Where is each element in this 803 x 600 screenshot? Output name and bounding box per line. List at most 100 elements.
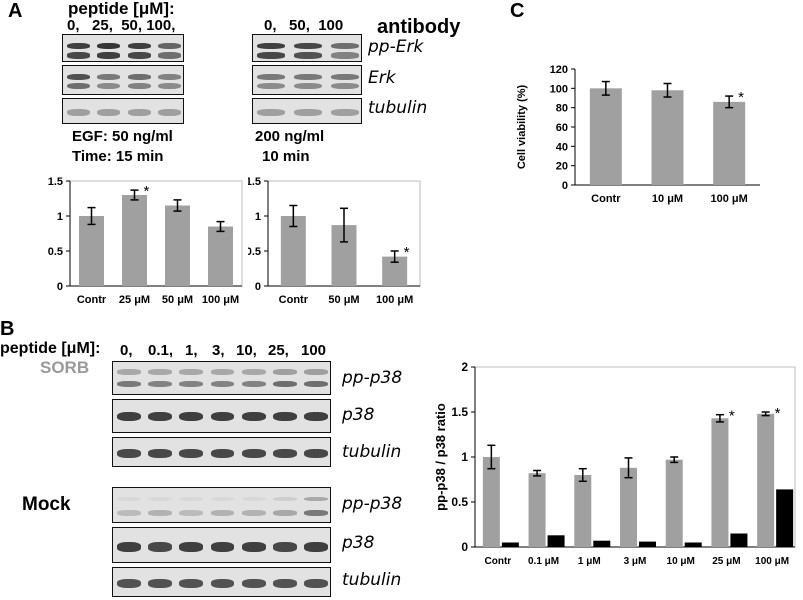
- blot-band: [179, 578, 204, 588]
- x-category-label: 1 μM: [578, 556, 601, 567]
- blot-band: [116, 380, 141, 387]
- blot-band: [127, 52, 151, 59]
- significance-star: *: [775, 405, 781, 422]
- blot-band: [210, 369, 235, 375]
- y-tick-label: 1.5: [451, 405, 468, 419]
- y-tick-label: 0: [562, 180, 568, 192]
- bar-mock: [501, 542, 519, 547]
- blot-band: [210, 542, 235, 552]
- blot-band: [241, 411, 266, 422]
- y-tick-label: 1: [461, 450, 468, 464]
- blot-band: [127, 42, 151, 49]
- blot-band: [294, 52, 322, 59]
- blot-band: [66, 73, 90, 80]
- y-tick-label: 0.5: [451, 495, 468, 509]
- y-tick-label: 60: [556, 122, 568, 134]
- bar-sorb: [574, 475, 592, 547]
- bar-mock: [547, 535, 565, 547]
- blot-band: [241, 510, 266, 517]
- panel-a-letter: A: [8, 0, 23, 22]
- blot-band: [179, 448, 204, 458]
- chart-a-left: 00.511.5pp-Erk / Erk ratioContr25 μM*50 …: [48, 176, 243, 306]
- blot-band: [294, 73, 322, 80]
- blot-band: [304, 510, 329, 517]
- significance-star: *: [729, 408, 735, 425]
- blot-band: [66, 108, 90, 116]
- bar: [165, 205, 190, 286]
- blot-b-mock-tubulin: [112, 567, 331, 597]
- blot-band: [304, 578, 329, 588]
- blot-a-left-erk: [62, 65, 184, 95]
- blot-band: [179, 369, 204, 375]
- blot-band: [97, 82, 121, 90]
- blot-band: [241, 380, 266, 387]
- x-category-label: Contr: [591, 193, 621, 205]
- y-tick-label: 0: [57, 281, 63, 293]
- bar-sorb: [757, 413, 775, 547]
- blot-band: [116, 411, 141, 422]
- y-tick-label: 0.5: [248, 246, 261, 258]
- blot-band: [116, 448, 141, 458]
- blot-band: [257, 52, 286, 59]
- y-tick-label: 2: [461, 360, 468, 374]
- bar: [79, 216, 104, 286]
- x-category-label: 100 μM: [711, 193, 748, 205]
- blot-band: [241, 369, 266, 375]
- blot-band: [148, 369, 172, 375]
- blot-band: [66, 82, 90, 90]
- bar-mock: [639, 541, 656, 547]
- bar-sorb: [711, 418, 729, 547]
- blot-band: [210, 578, 235, 588]
- bar-sorb: [482, 457, 500, 547]
- y-tick-label: 1: [255, 211, 261, 223]
- x-category-label: 0.1 μM: [528, 556, 559, 567]
- blot-band: [97, 52, 121, 59]
- bar: [589, 88, 622, 185]
- blot-band: [210, 497, 235, 502]
- blot-band: [210, 510, 235, 517]
- blot-band: [294, 42, 322, 49]
- blot-band: [330, 82, 359, 90]
- blot-band: [97, 108, 121, 116]
- bar-mock: [684, 542, 702, 547]
- y-tick-label: 100: [550, 83, 568, 95]
- lane-label-25: 25,: [268, 342, 289, 359]
- blot-band: [304, 542, 329, 552]
- y-tick-label: 1: [57, 211, 63, 223]
- y-tick-label: 1.5: [48, 176, 63, 188]
- blot-band: [257, 82, 286, 90]
- blot-band: [210, 448, 235, 458]
- blot-b-mock-p38: [112, 527, 331, 563]
- blot-band: [158, 108, 182, 116]
- blot-band: [273, 510, 297, 517]
- x-category-label: 50 μM: [328, 294, 359, 306]
- blot-a-left-pp-erk: [62, 34, 184, 62]
- y-tick-label: 1.5: [248, 176, 261, 188]
- bar-mock: [730, 533, 748, 547]
- blot-band: [257, 108, 286, 116]
- blot-band: [116, 497, 141, 502]
- lane-label-100: 100: [301, 342, 327, 359]
- x-category-label: 50 μM: [162, 294, 193, 306]
- antibody-label-sorb-tubulin: tubulin: [342, 442, 402, 462]
- lane-label-0: 0,: [120, 342, 133, 359]
- x-category-label: Contr: [77, 294, 107, 306]
- panel-a-peptide-label: peptide [μM]:: [68, 0, 175, 18]
- blot-band: [148, 542, 172, 552]
- egf-time-label: Time: 15 min: [72, 148, 164, 165]
- blot-band: [116, 369, 141, 375]
- blot-band: [116, 542, 141, 552]
- blot-band: [148, 448, 172, 458]
- blot-band: [148, 578, 172, 588]
- bar-sorb: [620, 467, 637, 547]
- lane-label-0-1: 0.1,: [148, 342, 174, 359]
- blot-band: [97, 73, 121, 80]
- blot-band: [273, 380, 297, 387]
- blot-band: [273, 497, 297, 502]
- blot-band: [148, 411, 172, 422]
- blot-band: [304, 411, 329, 422]
- blot-band: [127, 73, 151, 80]
- blot-band: [158, 82, 182, 90]
- y-tick-label: 0: [461, 540, 468, 554]
- lane-label-1: 1,: [185, 342, 198, 359]
